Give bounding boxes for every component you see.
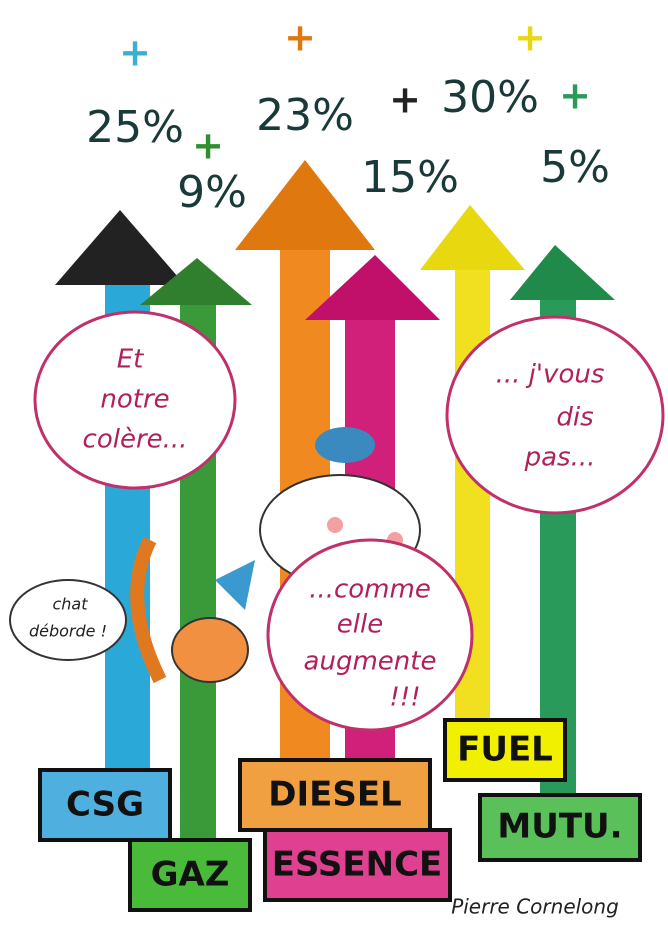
percent: 5% bbox=[540, 142, 610, 193]
percent: 23% bbox=[256, 90, 354, 141]
plus: + bbox=[192, 124, 224, 168]
bubble-text: ...comme bbox=[309, 575, 431, 605]
percent: 15% bbox=[361, 152, 459, 203]
percent: 9% bbox=[177, 167, 247, 218]
speech-bubble bbox=[447, 317, 663, 513]
bubble-text: colère... bbox=[83, 425, 188, 455]
percent: 30% bbox=[441, 72, 539, 123]
cartoon: + 25% + 9% + 23% + 15% + 30% + 5% Et not… bbox=[0, 0, 668, 926]
signature: Pierre Cornelong bbox=[451, 895, 619, 919]
bubble-text: Et bbox=[117, 345, 144, 375]
plus: + bbox=[284, 16, 316, 60]
sign-label: FUEL bbox=[457, 730, 553, 770]
bubble-text: pas... bbox=[524, 443, 596, 473]
speech-bubble bbox=[10, 580, 126, 660]
sign-label: MUTU. bbox=[497, 807, 622, 847]
bubble-text: augmente bbox=[304, 647, 437, 677]
arrow-head bbox=[420, 205, 525, 270]
bubble-text: elle bbox=[337, 610, 383, 640]
bubble-text: ... j'vous bbox=[496, 360, 605, 390]
bubble-text: dis bbox=[556, 403, 593, 433]
sign-label: GAZ bbox=[151, 855, 230, 895]
arrow-head bbox=[55, 210, 185, 285]
percent: 25% bbox=[86, 102, 184, 153]
arrow-head bbox=[235, 160, 375, 250]
bubble-text: !!! bbox=[389, 683, 420, 713]
bubble-text: déborde ! bbox=[29, 622, 107, 641]
plus: + bbox=[559, 74, 591, 118]
arrow-head bbox=[510, 245, 615, 300]
sign-label: DIESEL bbox=[268, 775, 401, 815]
bubble-text: notre bbox=[100, 385, 169, 415]
plus: + bbox=[119, 31, 151, 75]
sign-label: ESSENCE bbox=[272, 845, 443, 885]
sign-label: CSG bbox=[66, 785, 144, 825]
plus: + bbox=[389, 78, 421, 122]
plus: + bbox=[514, 16, 546, 60]
bubble-text: chat bbox=[52, 595, 88, 614]
